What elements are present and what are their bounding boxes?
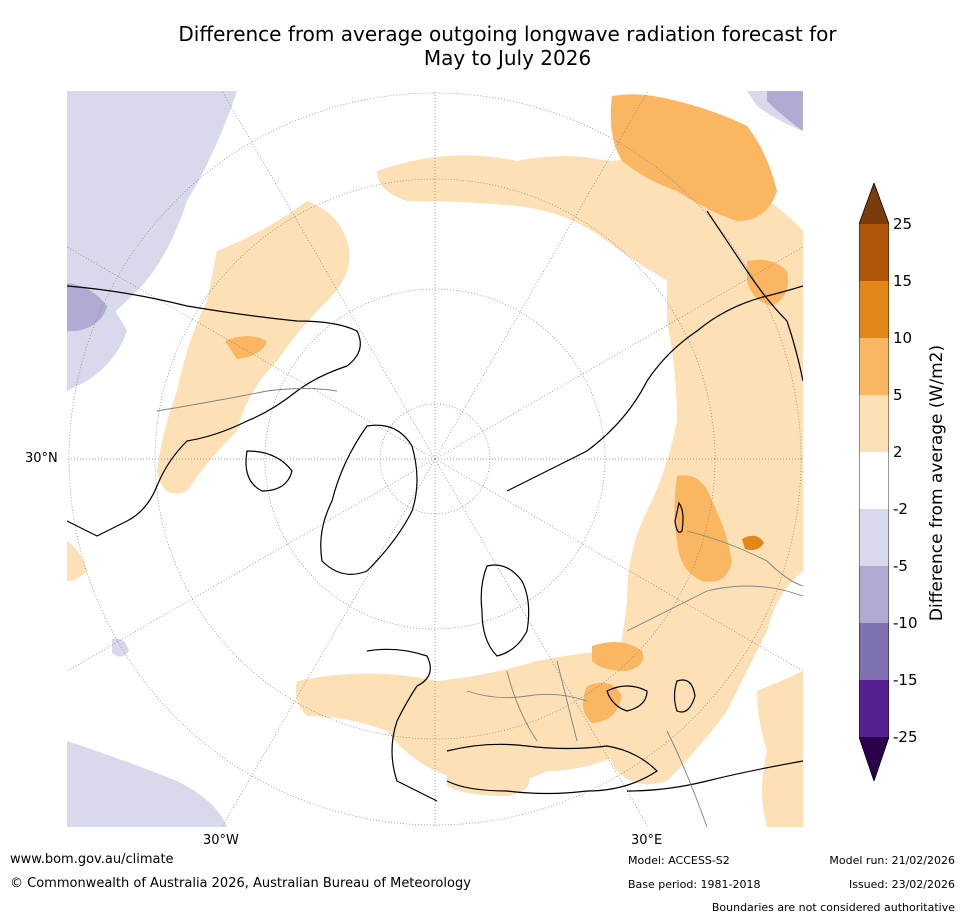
polar-map[interactable] <box>67 91 803 827</box>
colorbar-tick-minus25: -25 <box>893 728 918 746</box>
coast-east-asia <box>706 210 803 382</box>
title-line-1: Difference from average outgoing longwav… <box>178 22 837 46</box>
coast-western-europe <box>366 648 438 802</box>
region-asia-strong-positive <box>742 535 764 551</box>
website-link[interactable]: www.bom.gov.au/climate <box>10 852 174 867</box>
longitude-label-30e: 30°E <box>631 833 663 848</box>
colorbar-band-5-10 <box>859 338 889 395</box>
latitude-label-30n: 30°N <box>25 451 58 466</box>
latitude-circle-60n <box>264 288 606 630</box>
region-balkans-positive <box>583 682 622 723</box>
colorbar-band-neutral <box>859 452 889 509</box>
coast-mediterranean <box>446 743 658 795</box>
title-line-2: May to July 2026 <box>423 46 592 70</box>
region-central-asia-positive <box>674 475 732 582</box>
colorbar-extend-min <box>859 737 889 781</box>
coastlines <box>67 210 803 802</box>
map-canvas <box>67 91 803 827</box>
anomaly-medium-orange-regions <box>225 94 788 723</box>
border-china-mongolia <box>686 530 803 587</box>
meridian-60w <box>67 458 436 672</box>
colorbar-tick-25: 25 <box>893 215 913 233</box>
coast-north-america <box>67 285 361 537</box>
border-europe-1 <box>466 690 588 702</box>
region-east-asia-positive <box>757 671 803 827</box>
border-middle-east <box>666 730 708 827</box>
meridian-150w <box>221 91 436 460</box>
colorbar-band-10-15 <box>859 281 889 338</box>
colorbar-band-2-5 <box>859 395 889 452</box>
coast-scandinavia <box>480 564 530 657</box>
region-kamchatka-positive <box>747 259 788 306</box>
colorbar-tick-2: 2 <box>893 443 903 461</box>
copyright-text: © Commonwealth of Australia 2026, Austra… <box>10 876 471 891</box>
graticule <box>67 91 803 827</box>
region-pacific-positive <box>377 155 803 391</box>
colorbar <box>859 183 889 781</box>
base-period: Base period: 1981-2018 <box>628 878 761 891</box>
region-southwest-negative <box>67 741 227 827</box>
colorbar-tick-15: 15 <box>893 272 913 290</box>
issued-date: Issued: 23/02/2026 <box>848 878 955 891</box>
anomaly-dark-orange-regions <box>742 535 764 551</box>
colorbar-band-minus15-minus25 <box>859 680 889 737</box>
colorbar-title: Difference from average (W/m2) <box>927 344 947 622</box>
meridian-30e <box>434 458 649 827</box>
colorbar-band-minus10-minus15 <box>859 623 889 680</box>
coast-greenland <box>320 424 418 575</box>
colorbar-tick-10: 10 <box>893 329 913 347</box>
meridian-150e <box>434 91 649 460</box>
colorbar-extend-max <box>859 183 889 224</box>
colorbar-tick-minus10: -10 <box>893 614 918 632</box>
country-borders <box>156 388 803 827</box>
border-russia-kazakhstan <box>626 585 803 632</box>
colorbar-band-minus2-minus5 <box>859 509 889 566</box>
colorbar-tick-5: 5 <box>893 386 903 404</box>
colorbar-tick-minus2: -2 <box>893 500 908 518</box>
boundaries-disclaimer: Boundaries are not considered authoritat… <box>711 901 955 914</box>
coast-baikal <box>674 501 684 533</box>
model-run-date: Model run: 21/02/2026 <box>829 854 955 867</box>
coast-hudson-bay <box>245 450 293 492</box>
region-eastern-europe-positive <box>592 642 643 671</box>
region-europe-positive <box>295 651 667 785</box>
region-northeast-medium-negative <box>767 91 803 131</box>
longitude-label-30w: 30°W <box>203 833 239 848</box>
colorbar-tick-minus15: -15 <box>893 671 918 689</box>
border-europe-3 <box>556 660 578 742</box>
region-west-coast-positive <box>67 541 87 581</box>
colorbar-tick-minus5: -5 <box>893 557 908 575</box>
region-north-pacific-strong-positive <box>610 94 777 221</box>
region-north-africa-positive <box>447 766 530 796</box>
border-europe-2 <box>506 670 538 742</box>
border-canada-usa <box>156 388 338 412</box>
colorbar-band-minus5-minus10 <box>859 566 889 623</box>
region-pacific-spot-negative <box>112 638 129 657</box>
meridian-30w <box>221 458 436 827</box>
map-title: Difference from average outgoing longwav… <box>150 22 865 70</box>
coast-arabia-north <box>626 760 803 792</box>
coast-siberia <box>506 285 803 492</box>
region-pacific-north-negative <box>67 91 237 351</box>
region-alaska-positive <box>225 336 267 359</box>
coast-caspian <box>673 679 696 713</box>
coast-black-sea <box>606 685 648 712</box>
model-name: Model: ACCESS-S2 <box>628 854 730 867</box>
colorbar-band-15-25 <box>859 224 889 281</box>
